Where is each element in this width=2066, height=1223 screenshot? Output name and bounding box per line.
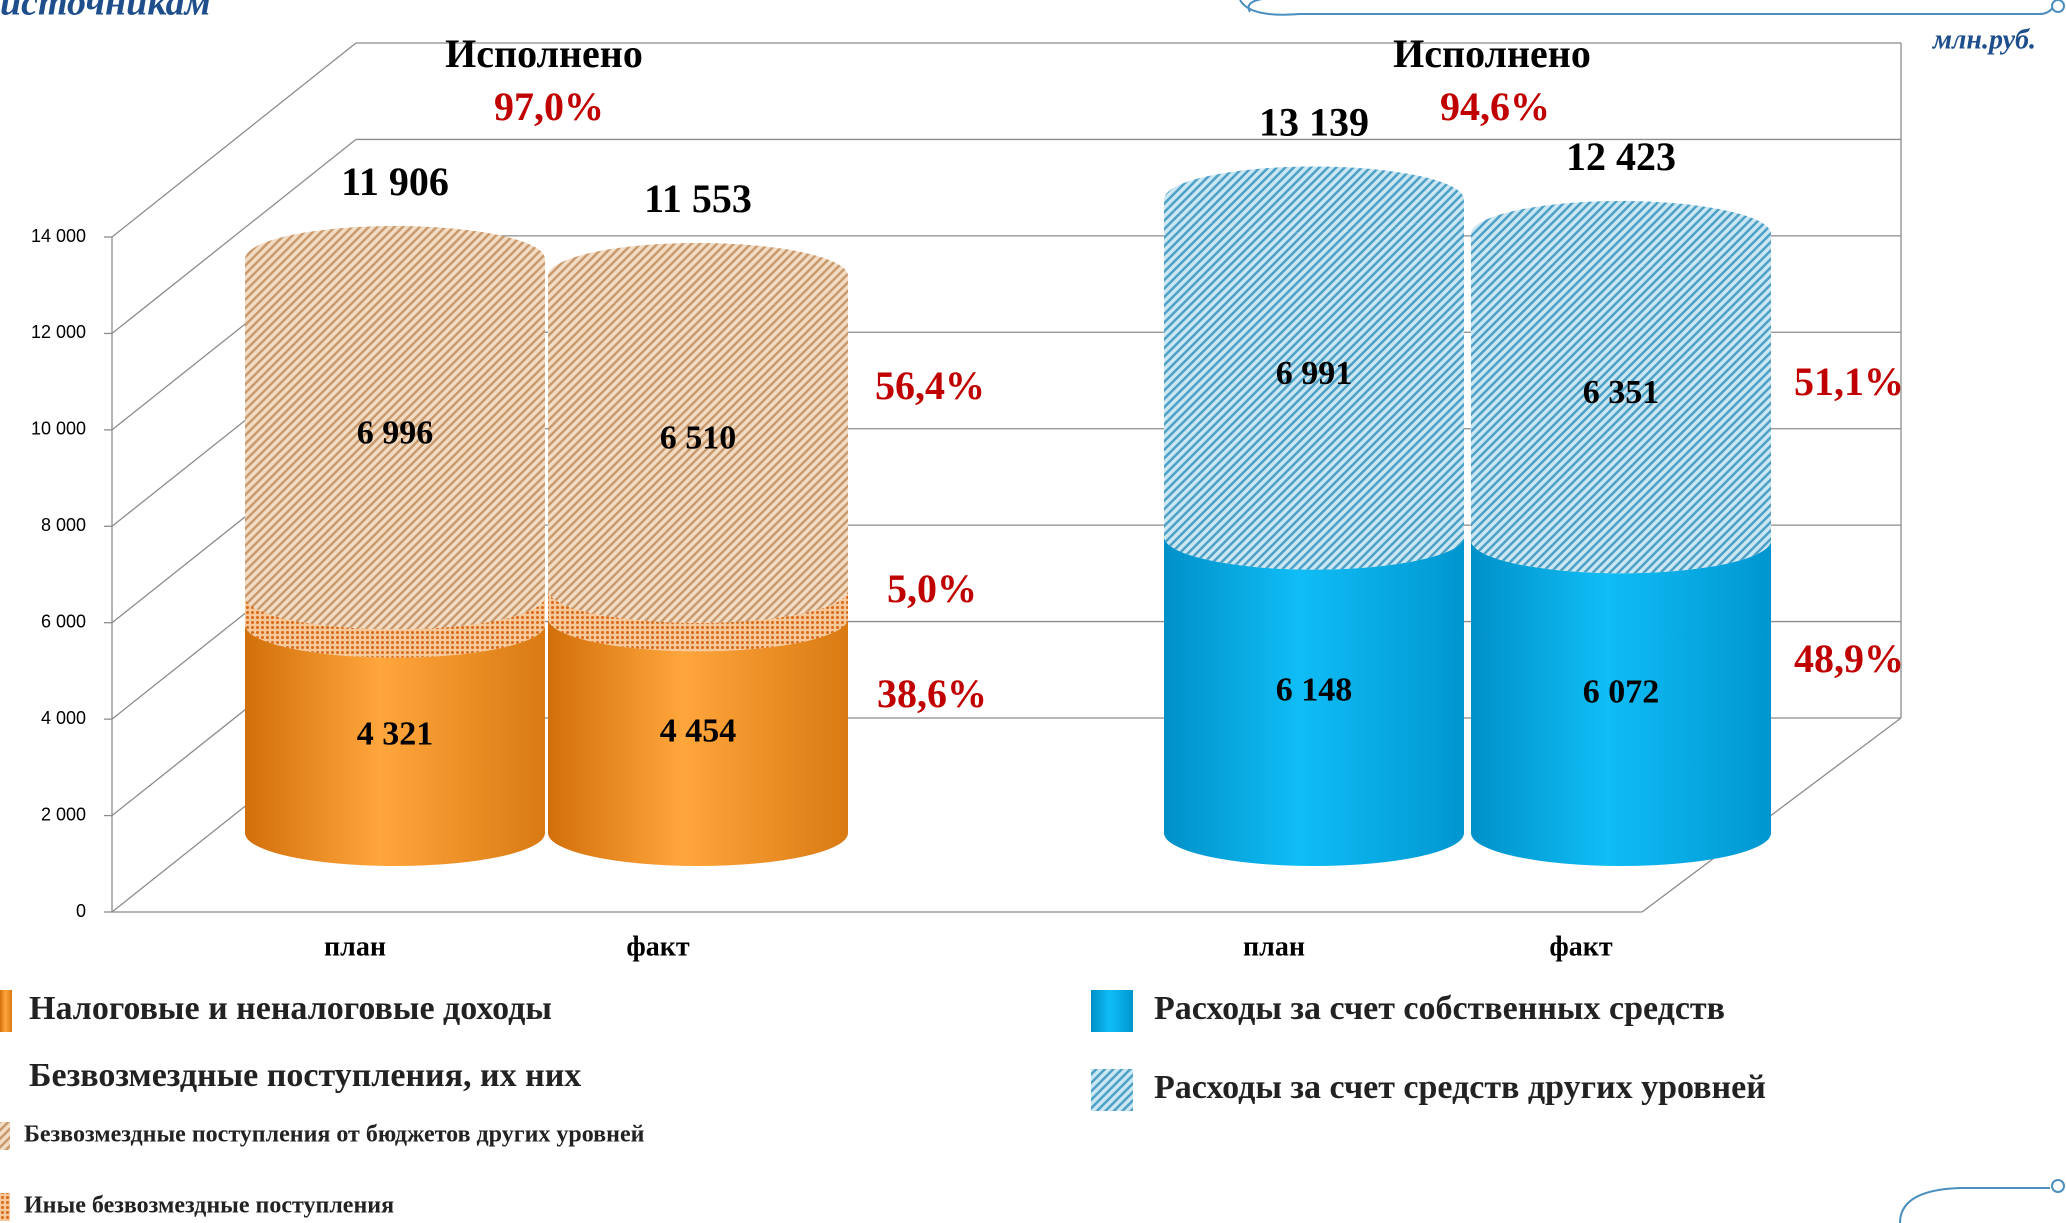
- bar-segment: [1164, 536, 1464, 866]
- decor: [1239, 0, 2056, 16]
- legend-swatch: [0, 990, 12, 1032]
- legend-label: Иные безвозмездные поступления: [24, 1193, 394, 1219]
- legend-swatch: [1091, 990, 1133, 1032]
- bar-segment: [548, 275, 848, 623]
- grid-diagonal: [111, 42, 357, 238]
- unit-label: млн.руб.: [1932, 24, 2036, 55]
- chart-title: источникам: [0, 0, 211, 24]
- decor: [2051, 0, 2065, 13]
- annotation: 56,4%: [875, 363, 985, 408]
- legend-label: Налоговые и неналоговые доходы: [29, 990, 552, 1027]
- legend-label: Расходы за счет собственных средств: [1154, 990, 1725, 1027]
- data-label: 6 351: [1583, 374, 1660, 411]
- y-tick-label: 6 000: [41, 611, 86, 631]
- y-tick-label: 0: [76, 901, 86, 921]
- annotation: 48,9%: [1794, 636, 1904, 681]
- legend-label: Безвозмездные поступления от бюджетов др…: [24, 1122, 645, 1148]
- cylinder-top: [245, 225, 545, 292]
- annotation: 51,1%: [1794, 359, 1904, 404]
- legend-heading: Безвозмездные поступления, их них: [29, 1057, 581, 1094]
- total-label: 11 906: [341, 159, 449, 204]
- x-tick-label: факт: [626, 931, 690, 962]
- x-tick-label: план: [324, 931, 386, 962]
- y-tick-label: 2 000: [41, 804, 86, 824]
- decor: [2051, 1179, 2065, 1193]
- y-tick-label: 8 000: [41, 515, 86, 535]
- legend-swatch: [0, 1193, 10, 1221]
- annotation: Исполнено: [445, 31, 643, 76]
- data-label: 6 148: [1276, 672, 1353, 709]
- data-label: 6 072: [1583, 673, 1660, 710]
- y-tick-label: 4 000: [41, 708, 86, 728]
- total-label: 11 553: [644, 176, 752, 221]
- y-tick-label: 14 000: [31, 226, 86, 246]
- data-label: 4 321: [357, 716, 434, 753]
- x-tick-label: факт: [1549, 931, 1613, 962]
- bar-segment: [1471, 540, 1771, 866]
- data-label: 6 510: [660, 420, 737, 457]
- y-tick-label: 12 000: [31, 322, 86, 342]
- decor: [1247, 0, 1263, 13]
- cylinder-top: [1164, 166, 1464, 233]
- annotation: 97,0%: [494, 84, 604, 129]
- bar-segment: [245, 624, 545, 866]
- legend-swatch: [1091, 1069, 1133, 1111]
- total-label: 13 139: [1259, 100, 1369, 145]
- data-label: 6 991: [1276, 355, 1353, 392]
- bar-segment: [245, 596, 545, 658]
- annotation: 5,0%: [887, 566, 977, 611]
- bar-segment: [548, 618, 848, 866]
- legend-swatch: [0, 1122, 10, 1150]
- bar-segment: [245, 258, 545, 630]
- bar-segment: [548, 589, 848, 652]
- total-label: 12 423: [1566, 134, 1676, 179]
- annotation: 94,6%: [1440, 84, 1550, 129]
- legend-label: Расходы за счет средств других уровней: [1154, 1069, 1766, 1106]
- cylinder-top: [548, 242, 848, 309]
- grid-diagonal: [111, 138, 357, 334]
- annotation: 38,6%: [877, 671, 987, 716]
- bar-segment: [1471, 234, 1771, 574]
- decor: [1899, 1187, 2050, 1223]
- x-tick-label: план: [1243, 931, 1305, 962]
- cylinder-top: [1471, 201, 1771, 268]
- annotation: Исполнено: [1393, 31, 1591, 76]
- data-label: 6 996: [357, 414, 434, 451]
- bar-segment: [1164, 199, 1464, 570]
- y-tick-label: 10 000: [31, 419, 86, 439]
- floor-line: [1641, 717, 1902, 913]
- data-label: 4 454: [660, 712, 737, 749]
